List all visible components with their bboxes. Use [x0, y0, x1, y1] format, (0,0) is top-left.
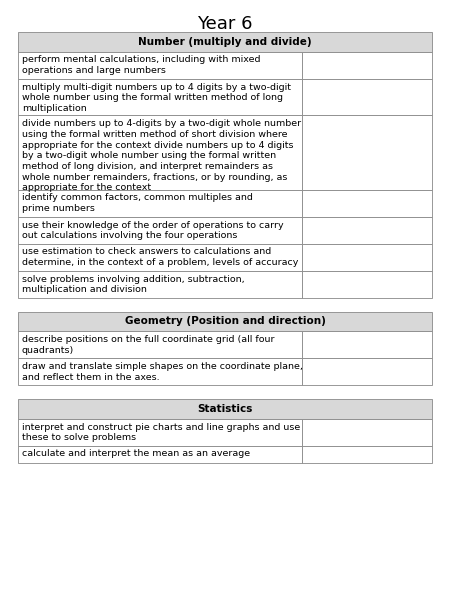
Bar	[302, 445, 432, 463]
Bar	[18, 115, 302, 190]
Bar	[302, 244, 432, 271]
Bar	[302, 271, 432, 298]
Text: solve problems involving addition, subtraction,
multiplication and division: solve problems involving addition, subtr…	[22, 275, 245, 294]
Bar	[18, 445, 302, 463]
Bar	[18, 52, 302, 79]
Bar	[302, 217, 432, 244]
Text: interpret and construct pie charts and line graphs and use
these to solve proble: interpret and construct pie charts and l…	[22, 422, 300, 442]
Bar	[302, 358, 432, 385]
Text: use estimation to check answers to calculations and
determine, in the context of: use estimation to check answers to calcu…	[22, 247, 298, 267]
Bar	[302, 331, 432, 358]
Bar	[302, 115, 432, 190]
Bar	[18, 331, 302, 358]
Bar	[18, 79, 302, 115]
Text: perform mental calculations, including with mixed
operations and large numbers: perform mental calculations, including w…	[22, 55, 261, 75]
Text: Number (multiply and divide): Number (multiply and divide)	[138, 37, 312, 47]
Bar	[18, 399, 432, 419]
Bar	[18, 217, 302, 244]
Bar	[302, 190, 432, 217]
Bar	[302, 52, 432, 79]
Bar	[302, 419, 432, 445]
Text: Geometry (Position and direction): Geometry (Position and direction)	[125, 316, 325, 326]
Text: calculate and interpret the mean as an average: calculate and interpret the mean as an a…	[22, 449, 250, 458]
Text: divide numbers up to 4-digits by a two-digit whole number
using the formal writt: divide numbers up to 4-digits by a two-d…	[22, 119, 301, 193]
Text: multiply multi-digit numbers up to 4 digits by a two-digit
whole number using th: multiply multi-digit numbers up to 4 dig…	[22, 82, 291, 113]
Bar	[18, 244, 302, 271]
Bar	[18, 190, 302, 217]
Bar	[18, 311, 432, 331]
Text: draw and translate simple shapes on the coordinate plane,
and reflect them in th: draw and translate simple shapes on the …	[22, 362, 303, 382]
Text: identify common factors, common multiples and
prime numbers: identify common factors, common multiple…	[22, 193, 253, 213]
Text: Statistics: Statistics	[197, 404, 253, 414]
Text: Year 6: Year 6	[197, 15, 253, 33]
Bar	[302, 79, 432, 115]
Text: describe positions on the full coordinate grid (all four
quadrants): describe positions on the full coordinat…	[22, 335, 274, 355]
Bar	[18, 32, 432, 52]
Text: use their knowledge of the order of operations to carry
out calculations involvi: use their knowledge of the order of oper…	[22, 220, 284, 240]
Bar	[18, 271, 302, 298]
Bar	[18, 358, 302, 385]
Bar	[18, 419, 302, 445]
